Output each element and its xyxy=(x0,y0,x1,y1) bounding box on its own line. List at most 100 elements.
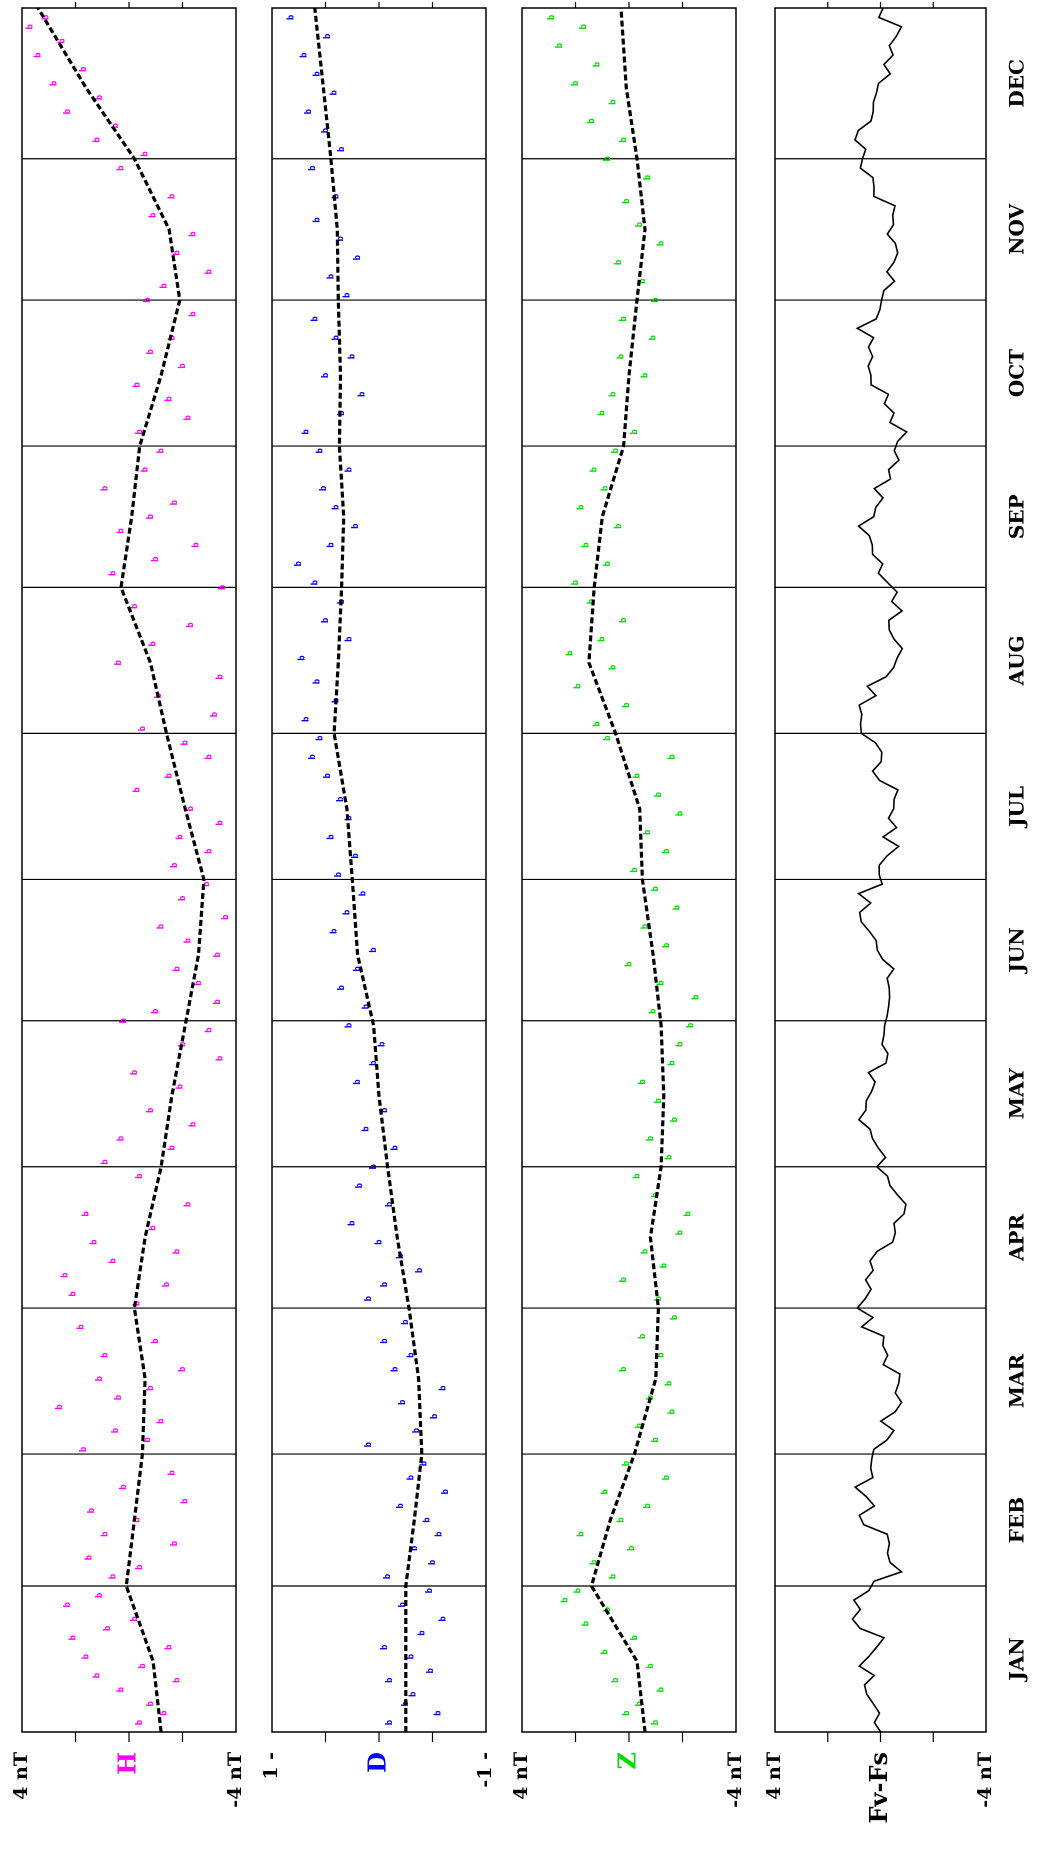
data-point: b xyxy=(410,1545,420,1551)
data-point: b xyxy=(651,1437,661,1443)
data-point: b xyxy=(167,1470,177,1476)
data-point: b xyxy=(619,137,629,143)
month-label-nov: NOV xyxy=(1005,203,1029,254)
data-point: b xyxy=(383,1573,393,1579)
data-point: b xyxy=(167,334,177,340)
month-label-dec: DEC xyxy=(1005,59,1029,108)
data-point: b xyxy=(92,1672,102,1678)
data-point: b xyxy=(409,1691,419,1697)
data-point: b xyxy=(571,579,581,585)
data-point: b xyxy=(165,1644,175,1650)
data-point: b xyxy=(334,871,344,877)
panel-z: b b b b b b b b b b b b b b b b b b b b b b b b b b b b b b b b b b b b b b b b… xyxy=(510,2,746,1808)
data-point: b xyxy=(355,1182,365,1188)
data-point: b xyxy=(114,1394,124,1400)
data-point: b xyxy=(178,1041,188,1047)
month-label-jan: JAN xyxy=(1005,1637,1029,1682)
data-point: b xyxy=(630,867,640,873)
data-point: b xyxy=(362,1003,372,1009)
panel-d: b b b b b b b b b b b b b b b b b b b b b b b b b b b b b b b b b b b b b b b b… xyxy=(260,2,496,1788)
baseline-curve xyxy=(587,7,666,1733)
data-point: b xyxy=(369,947,379,953)
data-point: b xyxy=(638,278,648,284)
data-point: b xyxy=(316,447,326,453)
data-point: b xyxy=(608,99,618,105)
data-point: b xyxy=(173,1677,183,1683)
data-point: b xyxy=(146,349,156,355)
data-point: b xyxy=(425,1587,435,1593)
data-point: b xyxy=(378,1041,388,1047)
data-point: b xyxy=(135,1719,145,1725)
data-point: b xyxy=(651,297,661,303)
data-point: b xyxy=(611,1677,621,1683)
data-point: b xyxy=(401,1319,411,1325)
data-point: b xyxy=(407,1474,417,1480)
data-point: b xyxy=(149,1225,159,1231)
data-point: b xyxy=(353,966,363,972)
data-point: b xyxy=(189,231,199,237)
data-point: b xyxy=(683,1211,693,1217)
data-point: b xyxy=(189,311,199,317)
data-point: b xyxy=(332,193,342,199)
data-point: b xyxy=(108,1258,118,1264)
data-point: b xyxy=(611,447,621,453)
fv-fs-trace xyxy=(851,7,908,1733)
data-point: b xyxy=(165,396,175,402)
data-point: b xyxy=(159,283,169,289)
data-point: b xyxy=(574,683,584,689)
data-point: b xyxy=(202,881,212,887)
data-point: b xyxy=(215,1055,225,1061)
data-point: b xyxy=(351,523,361,529)
month-label-may: MAY xyxy=(1005,1068,1029,1120)
data-point: b xyxy=(364,1441,374,1447)
data-point: b xyxy=(186,622,196,628)
data-point: b xyxy=(68,1635,78,1641)
data-point: b xyxy=(68,1291,78,1297)
data-point: b xyxy=(547,14,557,20)
data-point: b xyxy=(407,1653,417,1659)
panel-frame xyxy=(774,7,987,1733)
data-point: b xyxy=(116,1686,126,1692)
data-point: b xyxy=(670,1116,680,1122)
data-point: b xyxy=(133,787,143,793)
data-point: b xyxy=(205,1027,215,1033)
data-point: b xyxy=(170,1540,180,1546)
data-point: b xyxy=(141,466,151,472)
data-point: b xyxy=(667,1060,677,1066)
data-point: b xyxy=(337,146,347,152)
data-point: b xyxy=(423,1517,433,1523)
data-point: b xyxy=(79,66,89,72)
data-point: b xyxy=(100,1159,110,1165)
panel-label: Fv-Fs xyxy=(864,1752,893,1824)
data-point: b xyxy=(590,1559,600,1565)
data-point: b xyxy=(205,268,215,274)
data-point: b xyxy=(608,664,618,670)
data-point: b xyxy=(649,334,659,340)
data-point: b xyxy=(654,1098,664,1104)
data-point: b xyxy=(635,221,645,227)
data-point: b xyxy=(213,999,223,1005)
data-point: b xyxy=(90,1239,100,1245)
tick-label-bottom: -1 - xyxy=(474,1752,496,1788)
data-point: b xyxy=(302,429,312,435)
data-point: b xyxy=(582,1620,592,1626)
data-point: b xyxy=(665,1380,675,1386)
data-point: b xyxy=(157,447,167,453)
data-point: b xyxy=(111,122,121,128)
data-point: b xyxy=(603,735,613,741)
data-point: b xyxy=(630,429,640,435)
data-point: b xyxy=(391,1145,401,1151)
data-point: b xyxy=(348,353,358,359)
data-point: b xyxy=(181,740,191,746)
data-point: b xyxy=(170,499,180,505)
data-point: b xyxy=(87,1507,97,1513)
data-point: b xyxy=(138,725,148,731)
month-label-jun: JUN xyxy=(1005,927,1029,974)
data-point: b xyxy=(330,89,340,95)
data-point: b xyxy=(332,334,342,340)
tick-label-bottom: -4 nT xyxy=(974,1752,996,1808)
data-point: b xyxy=(603,155,613,161)
data-point: b xyxy=(103,1625,113,1631)
month-label-jul: JUL xyxy=(1005,786,1029,829)
data-point: b xyxy=(441,1488,451,1494)
